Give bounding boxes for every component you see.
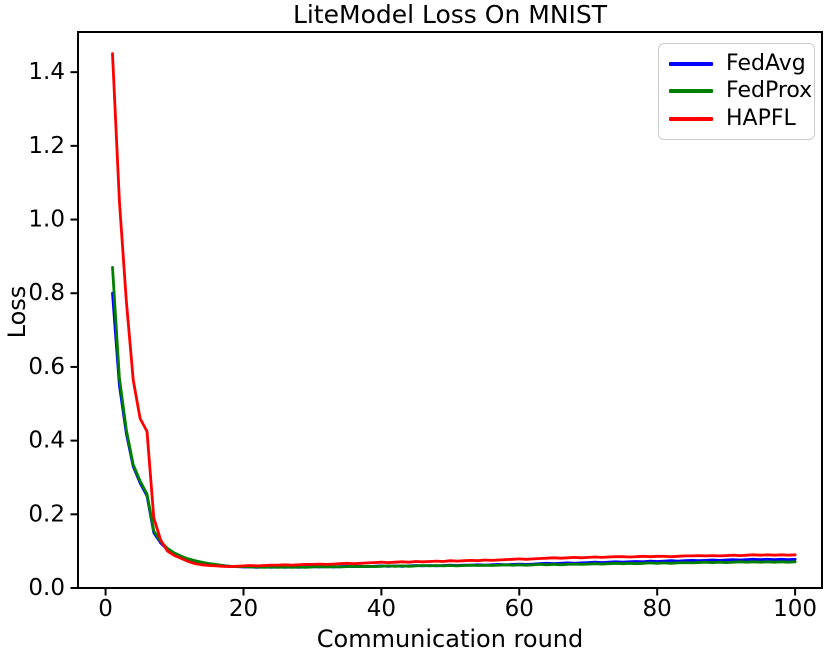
chart-title: LiteModel Loss On MNIST — [292, 0, 608, 29]
y-tick-label: 0.8 — [28, 280, 65, 306]
y-tick-label: 1.2 — [28, 133, 65, 159]
x-tick-label: 20 — [229, 596, 258, 622]
y-tick-label: 0.6 — [28, 354, 65, 380]
legend-label: FedAvg — [726, 50, 806, 76]
y-tick-label: 0.0 — [28, 575, 65, 601]
y-tick-label: 0.2 — [28, 501, 65, 527]
x-axis-label: Communication round — [316, 625, 584, 653]
x-tick-label: 0 — [98, 596, 113, 622]
x-tick-label: 80 — [643, 596, 672, 622]
series-line-fedprox — [111, 265, 797, 569]
legend-label: FedProx — [726, 78, 813, 104]
x-tick-label: 40 — [367, 596, 396, 622]
legend: FedAvg FedProx HAPFL — [658, 43, 815, 140]
legend-label: HAPFL — [726, 106, 796, 132]
legend-line-swatch — [669, 89, 713, 94]
y-tick-label: 1.0 — [28, 207, 65, 233]
legend-row-fedavg: FedAvg — [669, 50, 806, 76]
legend-line-swatch — [669, 117, 713, 122]
legend-line-swatch — [669, 61, 713, 66]
x-tick-label: 100 — [773, 596, 817, 622]
axes-box — [77, 31, 823, 589]
y-tick-label: 1.4 — [28, 59, 65, 85]
y-tick-label: 0.4 — [28, 428, 65, 454]
x-tick-label: 60 — [505, 596, 534, 622]
legend-row-hapfl: HAPFL — [669, 107, 804, 131]
series-line-hapfl — [111, 52, 797, 568]
legend-row-fedprox: FedProx — [669, 79, 812, 103]
series-line-fedavg — [111, 291, 797, 569]
